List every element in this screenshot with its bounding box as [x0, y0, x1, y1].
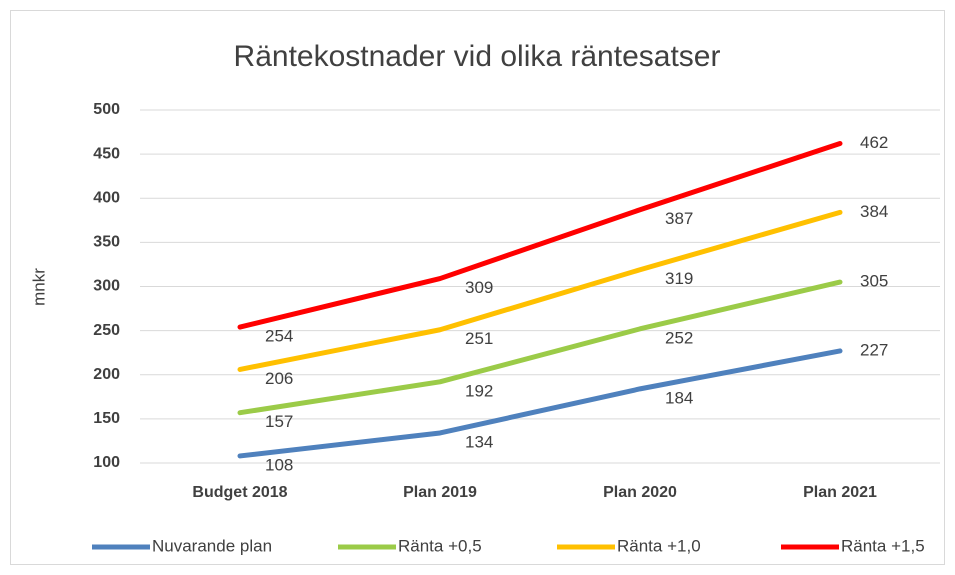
- data-label: 462: [860, 133, 888, 152]
- data-label: 254: [265, 327, 293, 346]
- y-tick-label: 450: [93, 145, 120, 162]
- y-tick-label: 200: [93, 366, 120, 383]
- data-label: 206: [265, 369, 293, 388]
- data-label: 184: [665, 388, 693, 407]
- series-line: [237, 279, 843, 416]
- y-tick-label: 150: [93, 410, 120, 427]
- y-tick-label: 350: [93, 234, 120, 251]
- legend-label: Ränta +0,5: [398, 536, 482, 555]
- data-label: 384: [860, 202, 888, 221]
- data-label: 134: [465, 432, 493, 451]
- data-label: 192: [465, 381, 493, 400]
- data-label: 108: [265, 455, 293, 474]
- series-line: [237, 209, 843, 372]
- x-tick-label: Plan 2021: [803, 484, 877, 501]
- data-label: 309: [465, 278, 493, 297]
- data-label: 251: [465, 329, 493, 348]
- x-tick-label: Budget 2018: [192, 484, 287, 501]
- data-label: 305: [860, 272, 888, 291]
- data-label: 157: [265, 412, 293, 431]
- x-tick-label: Plan 2019: [403, 484, 477, 501]
- data-label: 319: [665, 269, 693, 288]
- series-line: [237, 141, 843, 330]
- chart-border: [10, 10, 945, 565]
- legend-label: Nuvarande plan: [152, 536, 272, 555]
- y-tick-label: 300: [93, 278, 120, 295]
- series-line: [237, 348, 843, 459]
- data-label: 387: [665, 209, 693, 228]
- chart-title: Räntekostnader vid olika räntesatser: [234, 40, 721, 73]
- data-label: 227: [860, 340, 888, 359]
- data-label: 252: [665, 328, 693, 347]
- y-tick-label: 500: [93, 101, 120, 118]
- y-tick-label: 100: [93, 454, 120, 471]
- y-tick-label: 250: [93, 322, 120, 339]
- x-tick-label: Plan 2020: [603, 484, 677, 501]
- y-tick-label: 400: [93, 189, 120, 206]
- legend-label: Ränta +1,5: [841, 536, 925, 555]
- legend-label: Ränta +1,0: [617, 536, 701, 555]
- y-axis-label: mnkr: [29, 268, 48, 306]
